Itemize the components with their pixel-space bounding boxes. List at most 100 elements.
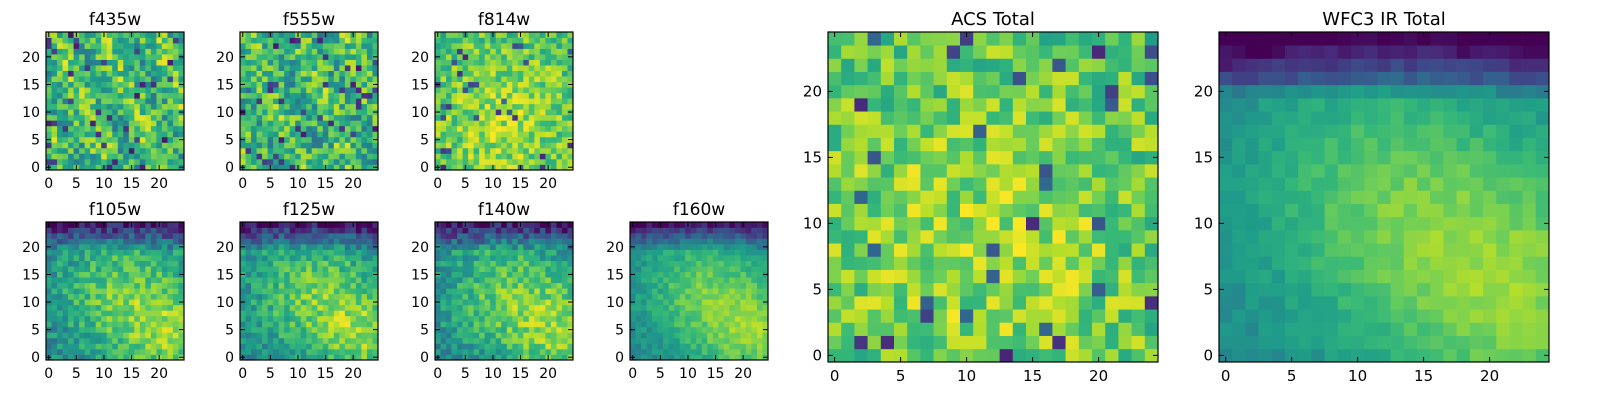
heatmap-cell <box>355 260 362 267</box>
heatmap-cell <box>723 315 730 322</box>
heatmap-cell <box>366 343 373 350</box>
heatmap-cell <box>534 326 541 333</box>
heatmap-cell <box>62 136 69 143</box>
heatmap-cell <box>646 343 653 350</box>
heatmap-cell <box>490 244 497 250</box>
heatmap-cell <box>539 158 546 165</box>
heatmap-cell <box>79 332 85 339</box>
heatmap-cell <box>501 343 508 350</box>
heatmap-cell <box>350 76 357 83</box>
heatmap-cell <box>262 315 268 322</box>
heatmap-cell <box>674 266 681 273</box>
heatmap-cell <box>707 332 714 339</box>
heatmap-cell <box>333 48 340 55</box>
heatmap-cell <box>178 293 185 300</box>
heatmap-cell <box>854 256 868 270</box>
heatmap-cell <box>112 103 119 110</box>
heatmap-cell <box>534 120 541 127</box>
heatmap-cell <box>685 282 692 289</box>
heatmap-cell <box>451 54 458 60</box>
heatmap-cell <box>539 54 546 60</box>
heatmap-cell <box>256 87 263 94</box>
heatmap-cell <box>539 260 546 267</box>
heatmap-cell <box>841 150 855 165</box>
heatmap-cell <box>311 277 318 284</box>
heatmap-cell <box>712 249 719 256</box>
x-tick-label: 0 <box>628 366 637 382</box>
heatmap-cell <box>101 288 108 295</box>
heatmap-cell <box>696 354 703 361</box>
heatmap-cell <box>361 131 368 138</box>
heatmap-cell <box>251 288 257 295</box>
heatmap-cell <box>512 48 519 55</box>
heatmap-cell <box>457 92 463 99</box>
heatmap-cell <box>501 164 508 171</box>
heatmap-cell <box>333 103 340 110</box>
heatmap-cell <box>240 59 246 66</box>
heatmap-cell <box>284 348 291 355</box>
heatmap-cell <box>366 255 373 261</box>
heatmap-cell <box>273 293 279 300</box>
heatmap-cell <box>350 304 357 311</box>
heatmap-cell <box>674 299 681 306</box>
heatmap-cell <box>490 293 497 300</box>
heatmap-cell <box>446 255 452 261</box>
heatmap-cell <box>440 65 447 71</box>
heatmap-cell <box>361 299 368 306</box>
heatmap-cell <box>479 76 486 83</box>
y-tick-label: 20 <box>411 50 429 66</box>
heatmap-cell <box>328 59 335 66</box>
y-tick-label: 20 <box>411 240 429 256</box>
heatmap-cell <box>712 288 719 295</box>
heatmap-cell <box>278 136 285 143</box>
heatmap-cell <box>289 87 296 94</box>
heatmap-cell <box>646 354 653 361</box>
heatmap-cell <box>106 354 113 361</box>
heatmap-cell <box>894 230 908 244</box>
heatmap-cell <box>523 76 530 83</box>
heatmap-cell <box>344 304 351 311</box>
heatmap-cell <box>251 282 257 289</box>
heatmap-cell <box>295 87 302 94</box>
y-tick-label: 20 <box>22 50 40 66</box>
heatmap-cell <box>79 37 85 44</box>
heatmap-cell <box>106 315 113 322</box>
heatmap-cell <box>251 147 257 154</box>
heatmap-cell <box>311 222 318 228</box>
heatmap-cell <box>523 332 530 339</box>
heatmap-cell <box>372 304 379 311</box>
heatmap-cell <box>973 309 987 323</box>
axes-frame <box>629 221 769 361</box>
heatmap-cell <box>451 299 458 306</box>
heatmap-cell <box>51 109 58 116</box>
heatmap-cell <box>468 142 474 149</box>
heatmap-cell <box>262 277 268 284</box>
heatmap-cell <box>828 177 842 191</box>
heatmap-cell <box>317 81 324 88</box>
heatmap-cell <box>123 54 130 60</box>
heatmap-cell <box>534 348 541 355</box>
heatmap-cell <box>451 304 458 311</box>
heatmap-cell <box>172 158 179 165</box>
heatmap-cell <box>545 147 552 154</box>
heatmap-cell <box>84 310 91 317</box>
heatmap-cell <box>457 255 463 261</box>
heatmap-cell <box>484 282 491 289</box>
heatmap-cell <box>361 304 368 311</box>
heatmap-cell <box>62 114 69 121</box>
heatmap-cell <box>841 230 855 244</box>
heatmap-cell <box>841 243 855 257</box>
heatmap-cell <box>523 233 530 239</box>
heatmap-cell <box>479 70 486 77</box>
y-tick-label: 15 <box>606 267 624 283</box>
heatmap-cell <box>300 70 307 77</box>
heatmap-cell <box>267 233 274 239</box>
heatmap-cell <box>828 335 842 350</box>
y-tick-label: 15 <box>216 267 234 283</box>
heatmap-cell <box>240 92 246 99</box>
heatmap-cell <box>567 48 574 55</box>
heatmap-cell <box>90 315 97 322</box>
heatmap-cell <box>317 92 324 99</box>
heatmap-cell <box>128 43 135 49</box>
heatmap-cell <box>646 348 653 355</box>
